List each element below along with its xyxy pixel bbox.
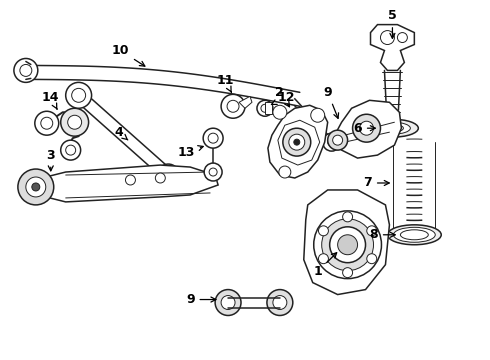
Circle shape [343,268,353,278]
Circle shape [125,175,135,185]
Circle shape [204,163,222,181]
Circle shape [267,289,293,315]
Ellipse shape [400,230,428,240]
Circle shape [208,133,218,143]
Circle shape [203,128,223,148]
Circle shape [32,183,40,191]
Text: 10: 10 [112,44,145,66]
Circle shape [311,108,325,122]
Circle shape [72,88,86,102]
Polygon shape [239,96,252,108]
Circle shape [261,104,269,112]
Ellipse shape [382,124,403,132]
Circle shape [155,173,165,183]
Polygon shape [278,120,319,165]
Text: 1: 1 [313,253,337,278]
Text: 6: 6 [353,122,375,135]
Ellipse shape [388,225,441,245]
Circle shape [289,134,305,150]
Text: 7: 7 [363,176,389,189]
Text: 9: 9 [323,86,339,118]
Circle shape [41,117,53,129]
Text: 5: 5 [388,9,397,39]
Circle shape [26,177,46,197]
Text: 3: 3 [47,149,55,171]
Circle shape [215,289,241,315]
Circle shape [221,296,235,310]
Circle shape [157,164,179,186]
Circle shape [66,145,75,155]
Circle shape [367,226,377,236]
Circle shape [380,31,394,45]
Circle shape [35,111,59,135]
Text: 8: 8 [369,228,395,241]
Polygon shape [265,102,272,114]
Polygon shape [36,165,218,202]
Ellipse shape [374,122,410,134]
Circle shape [273,296,287,310]
Circle shape [294,139,300,145]
Circle shape [61,108,89,136]
Circle shape [318,254,328,264]
Circle shape [323,133,341,151]
Circle shape [66,82,92,108]
Circle shape [257,100,273,116]
Text: 13: 13 [177,145,203,159]
Circle shape [338,235,358,255]
Polygon shape [268,105,328,178]
Circle shape [318,226,328,236]
Circle shape [162,169,174,181]
Ellipse shape [367,119,418,137]
Text: 12: 12 [271,91,294,104]
Ellipse shape [393,227,435,242]
Circle shape [14,58,38,82]
Circle shape [360,121,373,135]
Polygon shape [335,100,401,158]
Circle shape [322,219,373,271]
Text: 4: 4 [114,126,128,140]
Circle shape [343,212,353,222]
Circle shape [279,166,291,178]
Circle shape [328,130,347,150]
Circle shape [314,211,382,279]
Text: 9: 9 [186,293,216,306]
Polygon shape [370,24,415,71]
Circle shape [333,135,343,145]
Circle shape [353,114,380,142]
Circle shape [61,140,81,160]
Circle shape [227,100,239,112]
Polygon shape [304,190,390,294]
Circle shape [330,227,366,263]
Circle shape [283,128,311,156]
Text: 11: 11 [216,74,234,92]
Circle shape [328,138,336,146]
Circle shape [397,32,407,42]
Circle shape [209,168,217,176]
Circle shape [18,169,54,205]
Circle shape [273,105,287,119]
Circle shape [20,64,32,76]
Circle shape [367,254,377,264]
Circle shape [221,94,245,118]
Text: 2: 2 [275,86,290,107]
Circle shape [68,115,82,129]
Text: 14: 14 [42,91,59,109]
